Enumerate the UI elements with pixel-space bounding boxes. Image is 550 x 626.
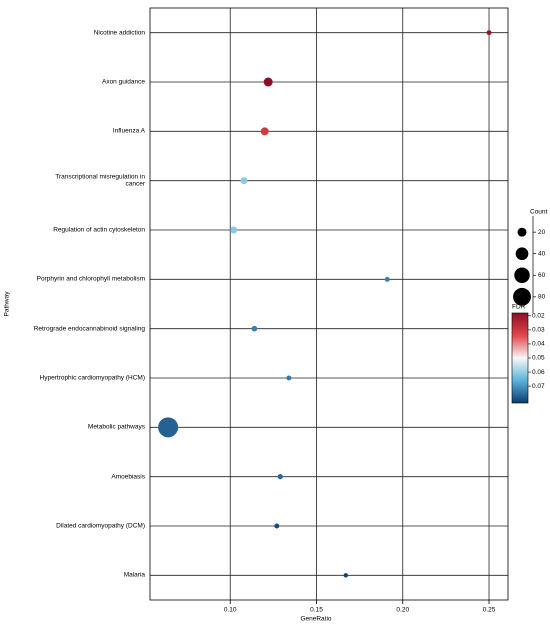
plot-frame — [149, 7, 509, 601]
size-tick-label: 40 — [538, 250, 546, 257]
size-tick-label: 80 — [538, 294, 546, 301]
y-tick-label: Retrograde endocannabinoid signaling — [33, 324, 145, 332]
y-tick-label: Malaria — [123, 571, 145, 579]
color-bar — [511, 312, 529, 404]
bubble — [230, 226, 238, 234]
size-tick-label: 60 — [538, 272, 546, 279]
x-tick-label: 0.15 — [310, 607, 323, 614]
size-legend-circle — [513, 287, 531, 306]
color-legend-title: FDR — [512, 304, 526, 311]
size-legend-circle — [517, 227, 527, 237]
x-tick-label: 0.25 — [483, 607, 496, 614]
color-tick-label: 0.06 — [532, 369, 545, 376]
y-tick-label: Metabolic pathways — [87, 423, 145, 431]
color-tick-label: 0.04 — [532, 341, 545, 348]
size-tick-label: 20 — [538, 229, 546, 236]
bubble — [277, 474, 283, 480]
bubble — [384, 276, 390, 282]
size-legend-title: Count — [530, 209, 548, 216]
x-axis-label: GeneRatio — [300, 616, 331, 623]
x-tick-label: 0.20 — [396, 607, 409, 614]
y-tick-label: Nicotine addiction — [93, 28, 145, 36]
bubble — [158, 417, 179, 438]
color-tick-label: 0.02 — [532, 313, 545, 320]
bubble — [286, 375, 292, 381]
size-legend-circle — [514, 267, 530, 284]
color-tick-label: 0.05 — [532, 355, 545, 362]
bubble — [274, 523, 280, 529]
y-axis-label: Pathway — [4, 291, 11, 317]
color-tick-label: 0.03 — [532, 327, 545, 334]
color-tick-label: 0.07 — [532, 383, 545, 390]
y-tick-label: Porphyrin and chlorophyll metabolism — [36, 275, 145, 283]
y-tick-label: Dilated cardiomyopathy (DCM) — [56, 522, 145, 530]
y-tick-label: Influenza A — [112, 127, 145, 135]
y-tick-label: Hypertrophic cardiomyopathy (HCM) — [39, 374, 145, 382]
bubble — [343, 573, 349, 578]
y-tick-label: Amoebiasis — [111, 472, 145, 480]
y-tick-label: Axon guidance — [101, 78, 145, 86]
x-tick-label: 0.10 — [224, 607, 237, 614]
bubble — [263, 77, 273, 87]
bubble — [251, 325, 258, 332]
bubble — [260, 127, 269, 136]
bubble — [240, 177, 248, 185]
size-legend-circle — [515, 247, 529, 261]
y-tick-label: Transcriptional misregulation in cancer — [55, 173, 145, 188]
bubble — [486, 30, 492, 36]
y-tick-label: Regulation of actin cytoskeleton — [53, 226, 145, 234]
